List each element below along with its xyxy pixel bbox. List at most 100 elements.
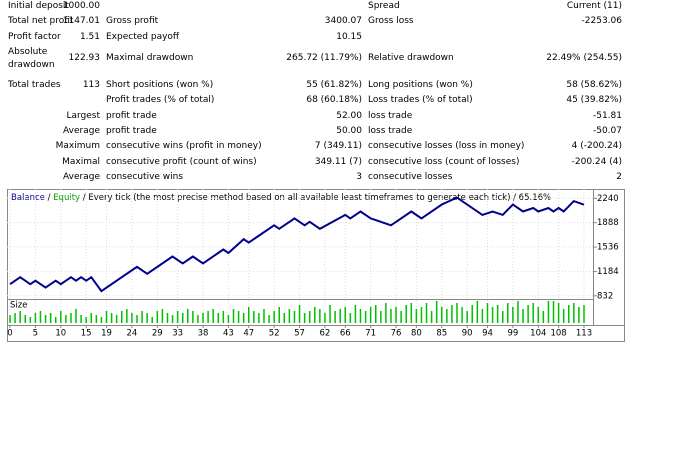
value-cell: 45 (39.82%)	[566, 95, 622, 105]
label-cell: Expected payoff	[106, 32, 180, 42]
x-tick-label: 80	[411, 329, 422, 339]
size-bar	[547, 301, 550, 323]
value-cell: 58 (58.62%)	[566, 80, 622, 90]
size-bar	[232, 309, 235, 323]
x-tick-label: 47	[243, 329, 254, 339]
x-tick-label: 0	[7, 329, 12, 339]
y-tick-label: 1888	[597, 218, 619, 228]
value-cell: 3400.07	[324, 16, 362, 26]
value-cell: 55 (61.82%)	[306, 80, 362, 90]
x-tick-label: 99	[507, 329, 518, 339]
size-bar	[14, 313, 16, 323]
label-cell: Profit trades (% of total)	[106, 95, 215, 105]
x-tick-label: 76	[391, 329, 402, 339]
value-cell: 265.72 (11.79%)	[286, 53, 362, 63]
x-tick-label: 5	[33, 329, 38, 339]
x-tick-label: 43	[223, 329, 234, 339]
size-bar	[253, 311, 255, 323]
size-bar	[202, 313, 204, 323]
legend-separator: /	[513, 193, 516, 203]
size-bar	[75, 309, 77, 323]
size-bar	[80, 315, 82, 323]
label-cell: Absolute drawdown	[8, 47, 55, 70]
x-tick-label: 90	[462, 329, 473, 339]
size-bar	[110, 313, 113, 323]
size-bar	[298, 305, 301, 323]
size-bar	[247, 307, 250, 323]
size-bar	[319, 309, 321, 323]
size-bar	[70, 313, 72, 323]
size-bar	[308, 311, 311, 323]
size-bar	[390, 309, 392, 323]
size-bar	[151, 317, 153, 323]
value-cell: 4 (-200.24)	[571, 141, 622, 151]
size-bar	[242, 313, 245, 323]
size-bar	[268, 315, 270, 323]
size-bar	[192, 311, 194, 323]
size-bar	[466, 311, 468, 323]
label-cell: Relative drawdown	[368, 53, 454, 63]
size-bar	[222, 311, 225, 323]
subtitle: Every tick (the most precise method base…	[88, 193, 510, 203]
size-bar	[451, 305, 453, 323]
value-cell: 1147.01	[62, 16, 100, 26]
label-cell: Short positions (won %)	[106, 80, 214, 90]
x-tick-label: 29	[152, 329, 163, 339]
y-tick-label: 2240	[597, 194, 619, 204]
size-bar	[537, 307, 540, 323]
size-bar	[273, 311, 275, 323]
value-cell: 3	[356, 172, 362, 182]
size-bar	[176, 311, 179, 323]
value-cell: 2	[616, 172, 622, 182]
size-bar	[354, 305, 357, 323]
size-bar	[400, 311, 402, 323]
y-tick-label: 1536	[597, 243, 619, 253]
size-bar	[181, 313, 184, 323]
label-cell: Gross loss	[368, 16, 414, 26]
size-bar	[481, 309, 484, 323]
x-tick-label: 57	[294, 329, 305, 339]
group-cell: Average	[63, 126, 100, 136]
size-bar	[578, 307, 580, 323]
label-cell: profit trade	[106, 111, 157, 121]
size-bar	[197, 315, 199, 323]
label-cell: Maximal drawdown	[106, 53, 194, 63]
size-bar	[44, 315, 47, 323]
size-bar	[344, 307, 347, 323]
size-bar	[471, 305, 473, 323]
size-bar	[29, 317, 32, 323]
size-bar	[9, 315, 11, 323]
size-bar	[100, 317, 103, 323]
x-tick-label: 71	[365, 329, 376, 339]
size-bar	[456, 303, 458, 323]
value-cell: -50.07	[592, 126, 622, 136]
value-cell: 1000.00	[62, 1, 100, 11]
x-tick-label: 104	[530, 329, 546, 339]
label-cell: Total trades	[8, 80, 61, 90]
size-bar	[161, 309, 164, 323]
value-cell: -2253.06	[581, 16, 622, 26]
x-tick-label: 94	[482, 329, 493, 339]
size-bar	[461, 307, 463, 323]
size-bar	[278, 307, 280, 323]
size-bar	[501, 311, 504, 323]
size-bar	[420, 307, 423, 323]
y-tick-label: 832	[597, 291, 613, 301]
x-tick-label: 52	[269, 329, 280, 339]
size-bar	[293, 311, 296, 323]
value-cell: 50.00	[336, 126, 362, 136]
size-bar	[324, 313, 326, 323]
label-cell: consecutive wins (profit in money)	[106, 141, 262, 151]
value-cell: 68 (60.18%)	[306, 95, 362, 105]
value-cell: Current (11)	[566, 1, 622, 11]
size-bar	[19, 311, 21, 323]
size-bar	[24, 315, 26, 323]
balance-line	[9, 196, 585, 293]
size-bar	[288, 309, 291, 323]
size-bar	[237, 311, 240, 323]
size-bar	[146, 313, 148, 323]
size-bar	[415, 309, 418, 323]
label-cell: Gross profit	[106, 16, 159, 26]
